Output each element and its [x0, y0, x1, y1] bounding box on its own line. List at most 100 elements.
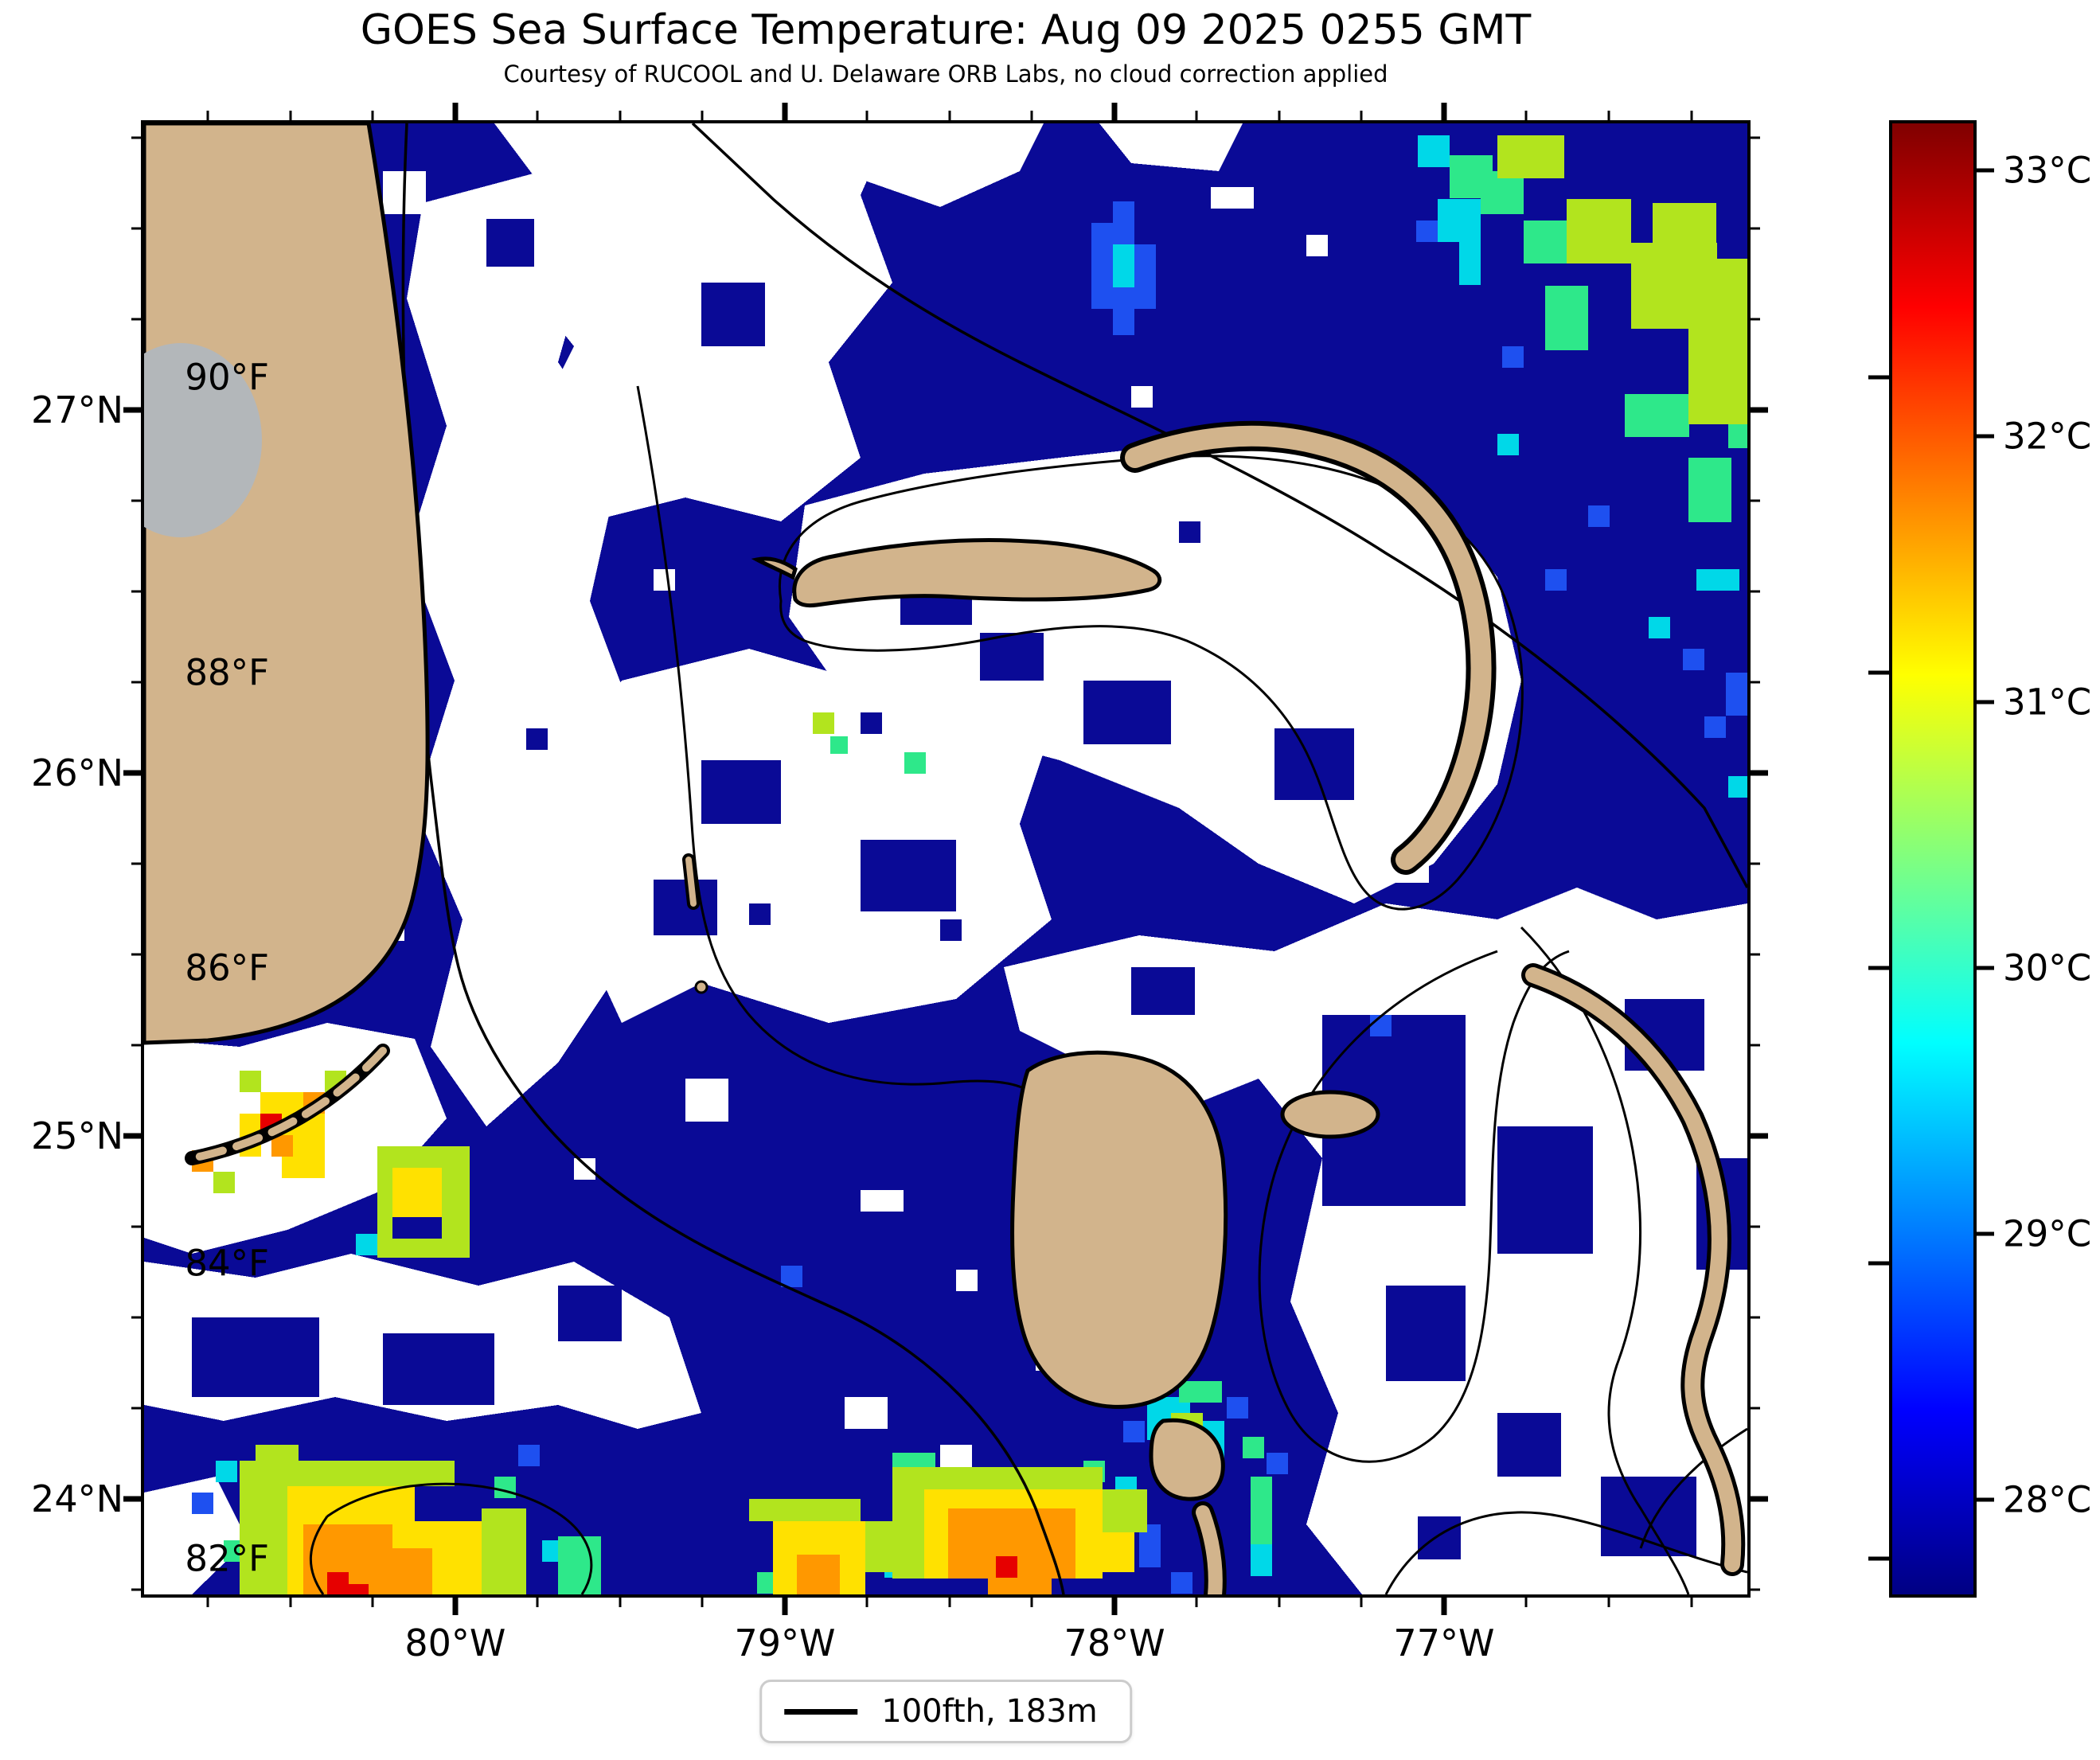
- tick-mark: [536, 111, 539, 120]
- tick-mark: [701, 1598, 704, 1607]
- tick-mark: [1030, 1598, 1033, 1607]
- colorbar-label-33c: 33°C: [2003, 149, 2092, 192]
- tick-mark: [1751, 1225, 1760, 1228]
- cloud-mask: [144, 123, 1747, 1594]
- colorbar-tick-mark: [1973, 700, 1994, 704]
- tick-mark: [131, 499, 141, 502]
- tick-mark: [131, 862, 141, 865]
- tick-mark: [1607, 111, 1610, 120]
- tick-mark: [619, 1598, 622, 1607]
- tick-mark: [131, 1588, 141, 1591]
- eleuthera-chain: [1525, 967, 1742, 1572]
- tick-mark: [131, 590, 141, 593]
- tick-mark: [1751, 318, 1760, 321]
- tick-mark: [1195, 111, 1198, 120]
- florida-land: [144, 123, 430, 1045]
- colorbar-label-82f: 82°F: [185, 1537, 269, 1580]
- tick-mark: [131, 227, 141, 230]
- bimini-islands: [685, 857, 697, 907]
- tick-mark: [452, 1598, 459, 1615]
- tick-mark: [131, 681, 141, 684]
- colorbar-tick-mark: [1868, 1556, 1889, 1561]
- tick-mark: [1751, 862, 1760, 865]
- tick-mark: [206, 1598, 209, 1607]
- tick-mark: [1030, 111, 1033, 120]
- colorbar-label-29c: 29°C: [2003, 1212, 2092, 1255]
- tick-mark: [1278, 111, 1281, 120]
- tick-mark: [701, 111, 704, 120]
- colorbar-label-84f: 84°F: [185, 1242, 269, 1285]
- new-providence-island: [1280, 1090, 1380, 1139]
- x-tick-label-79w: 79°W: [734, 1621, 836, 1664]
- tick-mark: [1751, 1316, 1760, 1319]
- colorbar-tick-mark: [1973, 168, 1994, 173]
- tick-mark: [131, 1225, 141, 1228]
- tick-mark: [782, 1598, 788, 1615]
- cay-sal-bank-contour: [309, 1482, 593, 1594]
- tick-mark: [206, 111, 209, 120]
- eleuthera-bank-contour: [1520, 926, 1690, 1594]
- colorbar-tick-mark: [1973, 1231, 1994, 1236]
- tick-mark: [1111, 103, 1118, 120]
- colorbar: [1889, 120, 1977, 1598]
- andros-cays: [1196, 1505, 1223, 1594]
- land-masses: [144, 123, 1746, 1594]
- colorbar-label-86f: 86°F: [185, 946, 269, 989]
- legend-label: 100fth, 183m: [881, 1693, 1098, 1730]
- colorbar-tick-mark: [1868, 375, 1889, 380]
- tick-mark: [123, 1133, 141, 1139]
- sst-orange-pixels: [192, 1092, 1075, 1594]
- contour-line-sample: [784, 1708, 858, 1715]
- tick-mark: [1751, 499, 1760, 502]
- cat-cay: [694, 980, 708, 994]
- tick-mark: [1751, 1496, 1768, 1502]
- tick-mark: [289, 1598, 292, 1607]
- little-bahama-bank-contour: [691, 123, 1747, 888]
- sst-warm-patches: [192, 135, 1747, 1594]
- tick-mark: [1751, 681, 1760, 684]
- tick-mark: [1690, 111, 1692, 120]
- southeast-contour: [1384, 1511, 1747, 1594]
- colorbar-tick-mark: [1868, 670, 1889, 675]
- tick-mark: [948, 1598, 951, 1607]
- colorbar-tick-mark: [1973, 966, 1994, 970]
- tick-mark: [1441, 103, 1447, 120]
- colorbar-label-31c: 31°C: [2003, 681, 2092, 724]
- tick-mark: [865, 111, 868, 120]
- tick-mark: [1195, 1598, 1198, 1607]
- tick-mark: [1690, 1598, 1692, 1607]
- tick-mark: [123, 770, 141, 776]
- tick-mark: [1751, 1588, 1760, 1591]
- y-tick-label-26n: 26°N: [31, 751, 123, 795]
- tick-mark: [1607, 1598, 1610, 1607]
- x-tick-label-78w: 78°W: [1064, 1621, 1165, 1664]
- tick-mark: [289, 111, 292, 120]
- tick-mark: [1751, 227, 1760, 230]
- sst-map-canvas: [144, 123, 1747, 1594]
- colorbar-label-30c: 30°C: [2003, 946, 2092, 989]
- tick-mark: [619, 111, 622, 120]
- tick-mark: [948, 111, 951, 120]
- florida-keys-islands: [188, 1047, 387, 1162]
- subtitle: Courtesy of RUCOOL and U. Delaware ORB L…: [503, 60, 1388, 88]
- colorbar-label-90f: 90°F: [185, 356, 269, 399]
- colorbar-label-88f: 88°F: [185, 651, 269, 694]
- colorbar-tick-mark: [1973, 434, 1994, 439]
- tick-mark: [1111, 1598, 1118, 1615]
- tick-mark: [123, 407, 141, 413]
- tick-mark: [131, 136, 141, 139]
- y-tick-label-25n: 25°N: [31, 1114, 123, 1157]
- tick-mark: [1751, 1133, 1768, 1139]
- tick-mark: [371, 111, 374, 120]
- tick-mark: [1751, 1407, 1760, 1410]
- bank-outline-contour: [779, 455, 1524, 911]
- tick-mark: [1524, 1598, 1528, 1607]
- tick-mark: [1751, 590, 1760, 593]
- colorbar-tick-mark: [1868, 966, 1889, 970]
- tick-mark: [1360, 1598, 1363, 1607]
- tick-mark: [371, 1598, 374, 1607]
- tick-mark: [1278, 1598, 1281, 1607]
- grand-bahama-island: [751, 538, 1162, 608]
- colorbar-label-28c: 28°C: [2003, 1478, 2092, 1521]
